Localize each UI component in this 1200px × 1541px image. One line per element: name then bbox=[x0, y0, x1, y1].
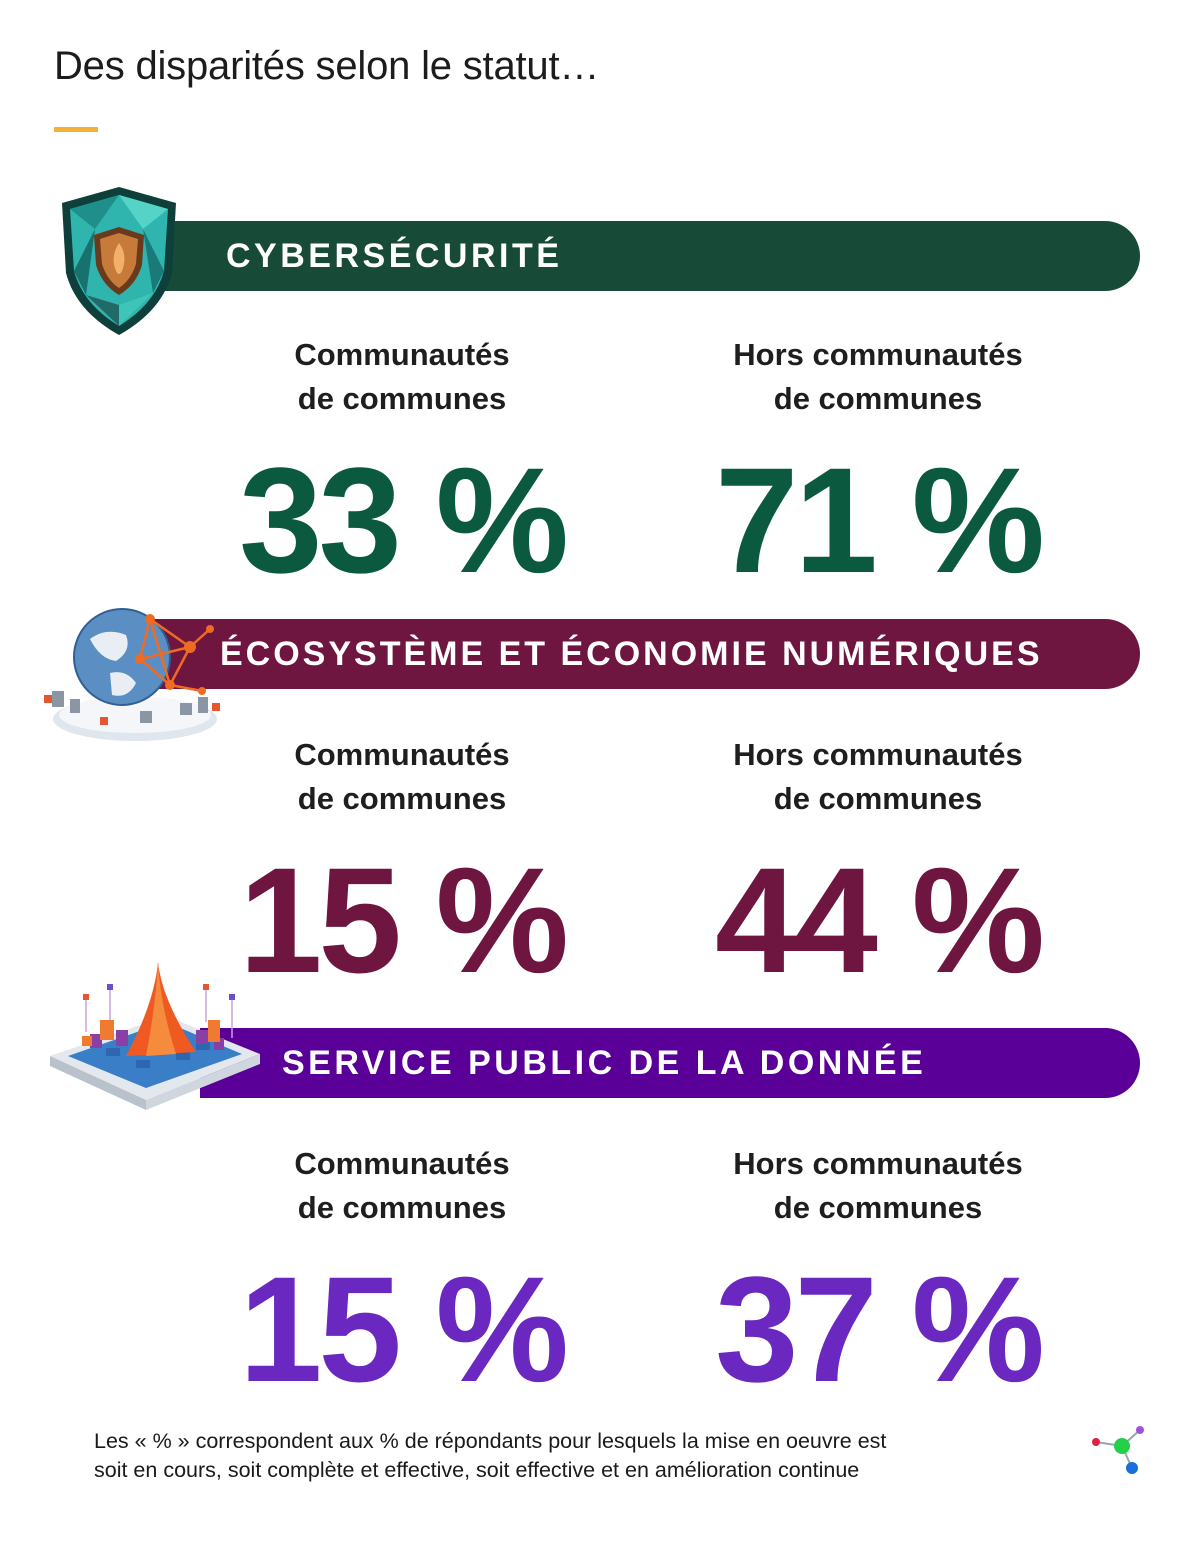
col-label-line1: Communautés bbox=[294, 737, 510, 772]
col-hors-communautes: Hors communautés de communes 37 % bbox=[638, 1142, 1118, 1404]
col-hors-communautes: Hors communautés de communes 71 % bbox=[638, 333, 1118, 595]
data-platform-icon bbox=[50, 962, 260, 1110]
col-label-line1: Hors communautés bbox=[733, 737, 1023, 772]
molecule-logo-icon bbox=[1092, 1426, 1144, 1474]
banner-label: SERVICE PUBLIC DE LA DONNÉE bbox=[282, 1043, 927, 1082]
col-label-line2: de communes bbox=[297, 1190, 507, 1225]
banner-label: CYBERSÉCURITÉ bbox=[226, 236, 563, 275]
col-label-line1: Communautés bbox=[294, 1146, 510, 1181]
col-label-line1: Communautés bbox=[294, 337, 510, 372]
banner-donnee: SERVICE PUBLIC DE LA DONNÉE bbox=[200, 1028, 1140, 1098]
value-eco-hors: 44 % bbox=[715, 836, 1045, 1004]
col-label-line2: de communes bbox=[773, 381, 983, 416]
title-accent-line bbox=[54, 127, 98, 132]
footnote-line1: Les « % » correspondent aux % de réponda… bbox=[94, 1429, 887, 1453]
globe-network-icon bbox=[44, 608, 220, 741]
banner-ecosysteme: ÉCOSYSTÈME ET ÉCONOMIE NUMÉRIQUES bbox=[150, 619, 1140, 689]
col-label-line1: Hors communautés bbox=[733, 1146, 1023, 1181]
section-cybersecurite: CYBERSÉCURITÉ Communautés de communes 33… bbox=[0, 185, 1200, 595]
col-label-line2: de communes bbox=[773, 781, 983, 816]
banner-label: ÉCOSYSTÈME ET ÉCONOMIE NUMÉRIQUES bbox=[220, 634, 1043, 673]
col-hors-communautes: Hors communautés de communes 44 % bbox=[638, 733, 1118, 995]
banner-cybersecurite: CYBERSÉCURITÉ bbox=[150, 221, 1140, 291]
col-communautes: Communautés de communes 15 % bbox=[162, 733, 642, 995]
col-communautes: Communautés de communes 15 % bbox=[162, 1142, 642, 1404]
footnote-line2: soit en cours, soit complète et effectiv… bbox=[94, 1458, 860, 1482]
value-cyber-communautes: 33 % bbox=[239, 436, 569, 604]
value-donnee-communautes: 15 % bbox=[239, 1245, 569, 1413]
page-title: Des disparités selon le statut… bbox=[54, 44, 600, 88]
shield-icon bbox=[62, 187, 176, 335]
col-label-line2: de communes bbox=[297, 781, 507, 816]
footnote: Les « % » correspondent aux % de réponda… bbox=[94, 1427, 1084, 1485]
col-communautes: Communautés de communes 33 % bbox=[162, 333, 642, 595]
col-label-line2: de communes bbox=[297, 381, 507, 416]
value-donnee-hors: 37 % bbox=[715, 1245, 1045, 1413]
section-donnee: SERVICE PUBLIC DE LA DONNÉE bbox=[0, 962, 1200, 1404]
col-label-line2: de communes bbox=[773, 1190, 983, 1225]
value-cyber-hors: 71 % bbox=[715, 436, 1045, 604]
col-label-line1: Hors communautés bbox=[733, 337, 1023, 372]
section-ecosysteme: ÉCOSYSTÈME ET ÉCONOMIE NUMÉRIQUES bbox=[0, 583, 1200, 995]
value-eco-communautes: 15 % bbox=[239, 836, 569, 1004]
